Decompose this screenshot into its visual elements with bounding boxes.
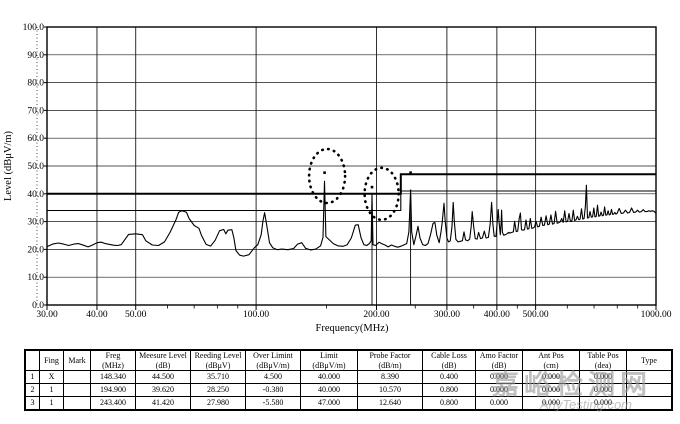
y-tick-label: 70.0 xyxy=(27,106,44,116)
table-cell: 0.000 xyxy=(475,396,523,411)
table-cell: 0.400 xyxy=(422,370,476,384)
y-tick-label: 40.0 xyxy=(27,190,44,200)
table-cell: 0.000 xyxy=(522,370,580,384)
table-cell: 2 xyxy=(24,383,40,397)
x-tick-label: 500.00 xyxy=(523,310,549,320)
measurement-table-wrap: Fing Mark Freg (MHz) Meesure Level (dB) Reedin… xyxy=(24,349,673,411)
emission-spectrum-chart: 0.0 10.0 20.0 30.0 40.0 50.0 60.0 70.0 80.0 90.0 1… xyxy=(3,23,672,334)
y-tick-label: 20.0 xyxy=(27,245,44,255)
table-cell xyxy=(626,396,673,411)
col-header-meesure-level: Meesure Level (dB) xyxy=(135,349,191,371)
col-header-index xyxy=(24,349,40,371)
table-row: 2 1 194.900 39.620 28.250 -0.380 40.000 10.570 0… xyxy=(24,383,673,397)
y-tick-label: 100.0 xyxy=(23,23,45,33)
x-tick-label: 400.00 xyxy=(484,310,510,320)
x-tick-label: 40.00 xyxy=(86,310,108,320)
col-header-table-pos: Table Pos (dea) xyxy=(579,349,627,371)
table-row: 3 1 243.400 41.420 27.980 -5.580 47.000 12.640 0… xyxy=(24,396,673,411)
table-cell: 41.420 xyxy=(135,396,191,411)
table-cell: -5.580 xyxy=(245,396,301,411)
y-tick-label: 0.0 xyxy=(32,301,44,311)
col-header-freg: Freg (MHz) xyxy=(90,349,136,371)
peak-marker xyxy=(323,171,326,174)
highlight-circle xyxy=(363,166,400,222)
table-cell: 47.000 xyxy=(300,396,358,411)
col-header-cable-loss: Cable Loss (dB) xyxy=(422,349,476,371)
quasi-peak-limit xyxy=(47,173,656,195)
table-cell: 0.000 xyxy=(522,396,580,411)
x-tick-label: 200.00 xyxy=(363,310,389,320)
table-cell: X xyxy=(39,370,64,384)
col-header-fing: Fing xyxy=(39,349,64,371)
table-cell: 148.340 xyxy=(90,370,136,384)
table-cell: 0.800 xyxy=(422,383,476,397)
table-cell xyxy=(63,383,91,397)
table-cell: 12.640 xyxy=(357,396,423,411)
measured-emission-trace xyxy=(46,180,657,257)
table-cell: 44.500 xyxy=(135,370,191,384)
y-axis-title: Level (dBμV/m) xyxy=(3,130,14,201)
table-cell: 243.400 xyxy=(90,396,136,411)
table-cell: 1 xyxy=(24,370,40,384)
col-header-amo-factor: Amo Factor (dB) xyxy=(475,349,523,371)
highlight-circle xyxy=(307,147,347,205)
y-tick-label: 30.0 xyxy=(27,218,44,228)
table-cell: 1 xyxy=(39,396,64,411)
col-header-limit: Limit (dBμV/m) xyxy=(300,349,358,371)
measurement-table: Fing Mark Freg (MHz) Meesure Level (dB) Reedin… xyxy=(24,349,673,411)
table-cell: 0.000 xyxy=(475,370,523,384)
table-cell: 0.000 xyxy=(522,383,580,397)
table-cell: 3 xyxy=(24,396,40,411)
y-tick-label: 50.0 xyxy=(27,162,44,172)
y-tick-label: 10.0 xyxy=(27,273,44,283)
x-tick-label: 1000.00 xyxy=(641,310,672,320)
table-cell: 194.900 xyxy=(90,383,136,397)
col-header-reeding-level: Reeding Level (dBμV) xyxy=(190,349,246,371)
x-tick-label: 50.00 xyxy=(125,310,147,320)
header-row: Fing Mark Freg (MHz) Meesure Level (dB) Reedin… xyxy=(24,349,673,371)
x-tick-label: 30.00 xyxy=(36,310,58,320)
table-cell: -0.380 xyxy=(245,383,301,397)
col-header-over-limint: Over Limint (dBμV/m) xyxy=(245,349,301,371)
measurement-table-header: Fing Mark Freg (MHz) Meesure Level (dB) Reedin… xyxy=(24,349,673,371)
y-tick-label: 90.0 xyxy=(27,51,44,61)
col-header-probe-factor: Probe Factor (dB/m) xyxy=(357,349,423,371)
table-cell: 39.620 xyxy=(135,383,191,397)
col-header-mark: Mark xyxy=(63,349,91,371)
peak-marker xyxy=(409,171,412,174)
table-cell: 0.000 xyxy=(579,370,627,384)
table-cell: 0.000 xyxy=(475,383,523,397)
table-cell xyxy=(626,370,673,384)
table-cell: 0.000 xyxy=(579,396,627,411)
margin-line xyxy=(47,190,656,212)
col-header-type: Type xyxy=(626,349,673,371)
table-cell: 4.500 xyxy=(245,370,301,384)
table-cell: 35.710 xyxy=(190,370,246,384)
table-cell xyxy=(63,396,91,411)
table-cell: 0.000 xyxy=(579,383,627,397)
table-cell: 40.000 xyxy=(300,370,358,384)
y-tick-label: 60.0 xyxy=(27,134,44,144)
x-tick-label: 100.00 xyxy=(243,310,269,320)
table-cell: 0.800 xyxy=(422,396,476,411)
x-axis-title: Frequency(MHz) xyxy=(316,323,389,334)
table-cell: 10.570 xyxy=(357,383,423,397)
table-cell xyxy=(63,370,91,384)
table-cell: 8.390 xyxy=(357,370,423,384)
x-tick-label: 300.00 xyxy=(434,310,460,320)
col-header-ant-pos: Ant Pos (cm) xyxy=(522,349,580,371)
table-cell: 27.980 xyxy=(190,396,246,411)
table-cell xyxy=(626,383,673,397)
table-cell: 1 xyxy=(39,383,64,397)
measurement-table-body: 1 X 148.340 44.500 35.710 4.500 40.000 8.390 0.4… xyxy=(24,370,673,411)
table-cell: 40.000 xyxy=(300,383,358,397)
y-tick-label: 80.0 xyxy=(27,79,44,89)
table-row: 1 X 148.340 44.500 35.710 4.500 40.000 8.390 0.4… xyxy=(24,370,673,384)
peak-marker xyxy=(370,185,374,189)
table-cell: 28.250 xyxy=(190,383,246,397)
